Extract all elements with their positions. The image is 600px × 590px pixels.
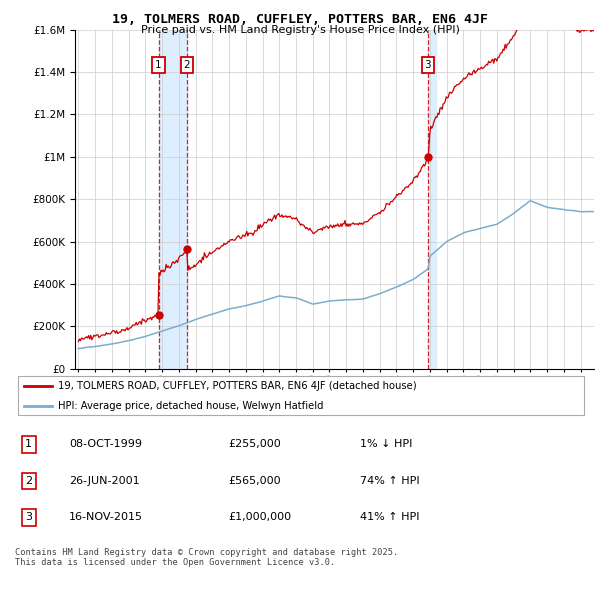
Bar [158, 30, 187, 369]
Text: HPI: Average price, detached house, Welwyn Hatfield: HPI: Average price, detached house, Welw… [58, 401, 323, 411]
Text: 3: 3 [25, 513, 32, 522]
Text: 74% ↑ HPI: 74% ↑ HPI [360, 476, 419, 486]
Text: 08-OCT-1999: 08-OCT-1999 [69, 440, 142, 449]
Text: 41% ↑ HPI: 41% ↑ HPI [360, 513, 419, 522]
Text: 26-JUN-2001: 26-JUN-2001 [69, 476, 140, 486]
FancyBboxPatch shape [18, 376, 584, 415]
Text: 16-NOV-2015: 16-NOV-2015 [69, 513, 143, 522]
Text: 2: 2 [184, 60, 190, 70]
Text: £565,000: £565,000 [228, 476, 281, 486]
Text: 2: 2 [25, 476, 32, 486]
Text: £255,000: £255,000 [228, 440, 281, 449]
Text: 1: 1 [155, 60, 162, 70]
Text: 1: 1 [25, 440, 32, 449]
Bar [428, 30, 436, 369]
Text: Price paid vs. HM Land Registry's House Price Index (HPI): Price paid vs. HM Land Registry's House … [140, 25, 460, 35]
Text: Contains HM Land Registry data © Crown copyright and database right 2025.
This d: Contains HM Land Registry data © Crown c… [15, 548, 398, 567]
Text: 1% ↓ HPI: 1% ↓ HPI [360, 440, 412, 449]
Text: 19, TOLMERS ROAD, CUFFLEY, POTTERS BAR, EN6 4JF: 19, TOLMERS ROAD, CUFFLEY, POTTERS BAR, … [112, 13, 488, 26]
Text: 3: 3 [425, 60, 431, 70]
Text: 19, TOLMERS ROAD, CUFFLEY, POTTERS BAR, EN6 4JF (detached house): 19, TOLMERS ROAD, CUFFLEY, POTTERS BAR, … [58, 381, 416, 391]
Text: £1,000,000: £1,000,000 [228, 513, 291, 522]
